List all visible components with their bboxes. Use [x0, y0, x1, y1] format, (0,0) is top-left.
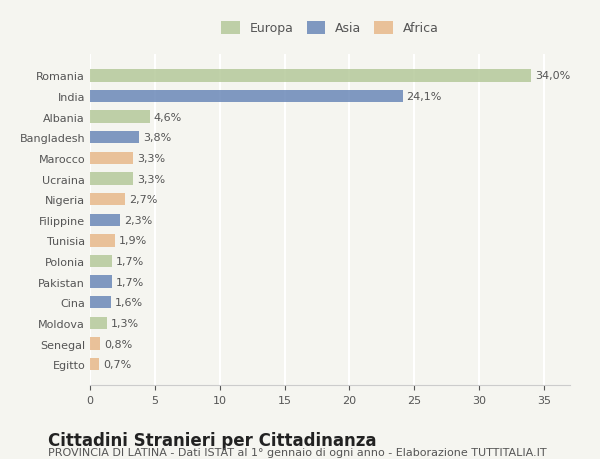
- Bar: [90, 173, 133, 185]
- Bar: [90, 317, 107, 330]
- Text: 1,6%: 1,6%: [115, 297, 143, 308]
- Bar: [90, 214, 120, 226]
- Bar: [90, 338, 100, 350]
- Text: 2,3%: 2,3%: [124, 215, 152, 225]
- Bar: [90, 235, 115, 247]
- Text: 1,9%: 1,9%: [119, 236, 147, 246]
- Text: 3,3%: 3,3%: [137, 154, 165, 163]
- Bar: [90, 111, 149, 123]
- Text: 1,7%: 1,7%: [116, 277, 144, 287]
- Bar: [90, 255, 112, 268]
- Bar: [90, 91, 403, 103]
- Text: 0,7%: 0,7%: [103, 359, 131, 369]
- Bar: [90, 70, 531, 83]
- Text: 3,8%: 3,8%: [143, 133, 172, 143]
- Bar: [90, 276, 112, 288]
- Bar: [90, 194, 125, 206]
- Text: 24,1%: 24,1%: [407, 92, 442, 102]
- Text: PROVINCIA DI LATINA - Dati ISTAT al 1° gennaio di ogni anno - Elaborazione TUTTI: PROVINCIA DI LATINA - Dati ISTAT al 1° g…: [48, 448, 547, 458]
- Bar: [90, 132, 139, 144]
- Text: 1,7%: 1,7%: [116, 257, 144, 267]
- Legend: Europa, Asia, Africa: Europa, Asia, Africa: [221, 22, 439, 35]
- Text: 34,0%: 34,0%: [535, 71, 570, 81]
- Bar: [90, 152, 133, 165]
- Text: 3,3%: 3,3%: [137, 174, 165, 184]
- Bar: [90, 297, 111, 309]
- Text: Cittadini Stranieri per Cittadinanza: Cittadini Stranieri per Cittadinanza: [48, 431, 377, 449]
- Bar: [90, 358, 99, 370]
- Text: 1,3%: 1,3%: [111, 318, 139, 328]
- Text: 4,6%: 4,6%: [154, 112, 182, 123]
- Text: 0,8%: 0,8%: [104, 339, 133, 349]
- Text: 2,7%: 2,7%: [129, 195, 157, 205]
